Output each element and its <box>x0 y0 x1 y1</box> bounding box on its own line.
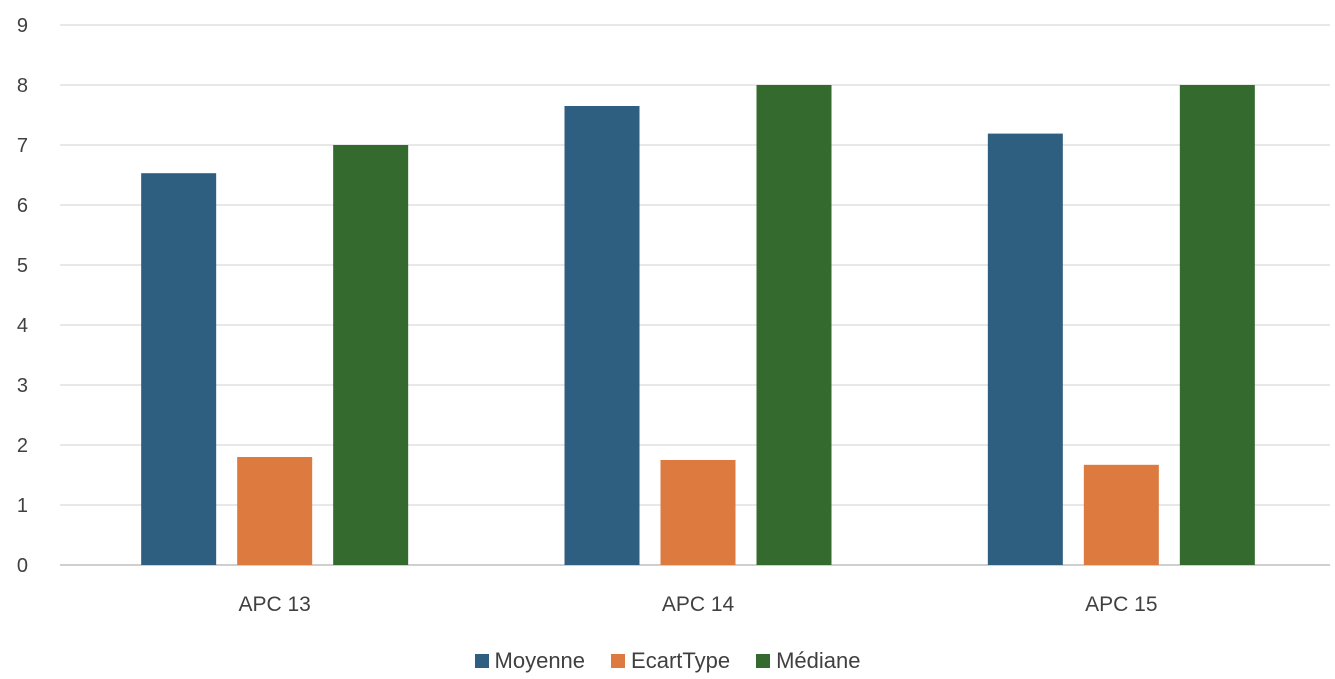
legend-label: EcartType <box>631 648 731 673</box>
legend-label: Médiane <box>776 648 861 673</box>
y-axis-tick-labels: 0 1 2 3 4 5 6 7 8 9 <box>17 15 28 577</box>
legend-item: Moyenne <box>474 648 586 674</box>
y-tick-label: 9 <box>17 15 28 37</box>
bar-moyenne-apc-13 <box>141 173 217 565</box>
legend-item: Médiane <box>756 648 860 674</box>
bar-mediane-apc-15 <box>1179 85 1255 565</box>
bar-ecarttype-apc-13 <box>237 457 313 565</box>
y-tick-label: 0 <box>17 555 28 577</box>
bar-ecarttype-apc-15 <box>1083 464 1159 565</box>
y-tick-label: 4 <box>17 315 28 337</box>
legend-item: EcartType <box>611 648 730 674</box>
bar-ecarttype-apc-14 <box>660 460 736 565</box>
legend-swatch <box>611 654 626 668</box>
bar-mediane-apc-14 <box>756 85 832 565</box>
y-tick-label: 8 <box>17 75 28 97</box>
x-tick-label: APC 14 <box>662 593 735 616</box>
legend-label: Moyenne <box>494 648 586 673</box>
x-tick-label: APC 13 <box>238 593 310 616</box>
bar-moyenne-apc-15 <box>987 133 1063 565</box>
y-tick-label: 3 <box>17 375 28 397</box>
x-tick-label: APC 15 <box>1085 593 1157 616</box>
y-tick-label: 1 <box>17 495 28 517</box>
legend-swatch <box>474 654 489 668</box>
bars <box>141 85 1255 565</box>
y-tick-label: 5 <box>17 255 28 277</box>
y-tick-label: 6 <box>17 195 28 217</box>
chart-canvas: 0 1 2 3 4 5 6 7 8 9 APC 13 APC 14 APC 15 <box>17 15 1330 616</box>
legend-swatch <box>756 654 771 668</box>
x-axis-tick-labels: APC 13 APC 14 APC 15 <box>238 593 1157 616</box>
bar-moyenne-apc-14 <box>564 106 640 565</box>
y-tick-label: 2 <box>17 435 28 457</box>
legend: Moyenne EcartType Médiane <box>0 648 1335 674</box>
bar-mediane-apc-13 <box>333 145 409 565</box>
y-tick-label: 7 <box>17 135 28 157</box>
